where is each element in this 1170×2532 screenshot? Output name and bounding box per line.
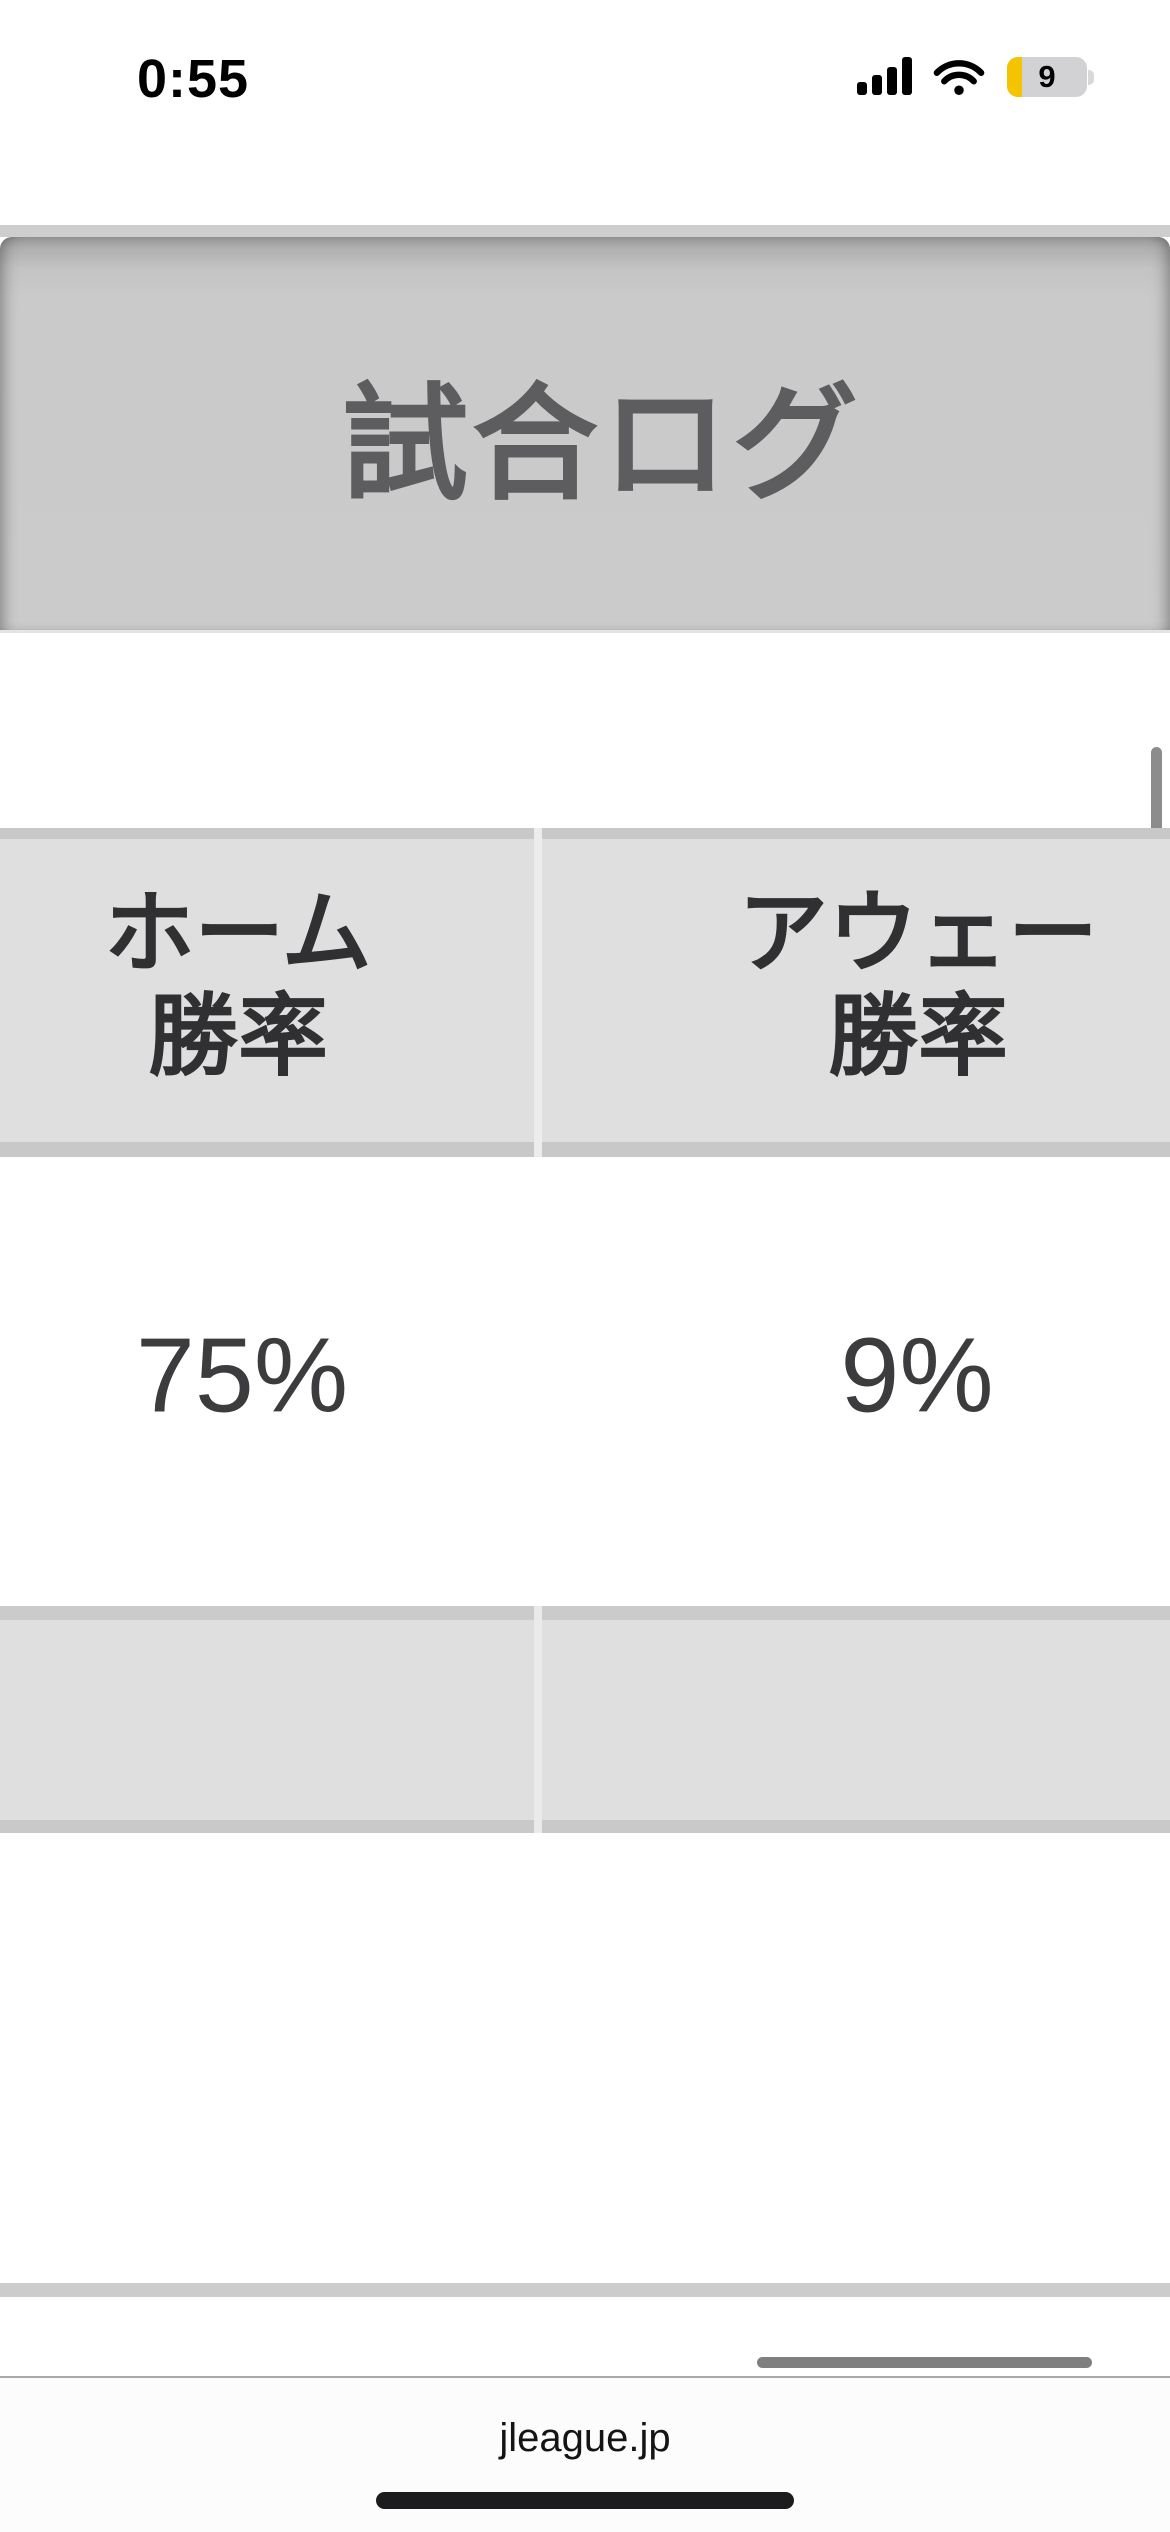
cell-divider bbox=[534, 828, 542, 1157]
url-bar-domain[interactable]: jleague.jp bbox=[499, 2416, 671, 2460]
title-band-top-strip bbox=[0, 225, 1170, 237]
table-empty-cell bbox=[542, 1606, 1170, 1833]
status-time: 0:55 bbox=[137, 49, 250, 109]
signal-bar bbox=[872, 75, 882, 95]
cellular-signal-icon bbox=[857, 57, 913, 95]
away-win-rate-value: 9% bbox=[840, 1316, 994, 1435]
table-section-top-border bbox=[0, 2283, 1170, 2297]
vertical-scrollbar[interactable] bbox=[1151, 747, 1162, 855]
table-empty-cell bbox=[0, 1606, 534, 1833]
header-line: アウェー bbox=[738, 884, 1098, 984]
header-line: ホーム bbox=[104, 884, 372, 984]
home-indicator[interactable] bbox=[376, 2492, 794, 2509]
table-empty-row bbox=[0, 1606, 1170, 1833]
battery-icon: 9 bbox=[1007, 57, 1095, 97]
away-win-rate-header: アウェー 勝率 bbox=[738, 883, 1098, 1089]
header-line: 勝率 bbox=[828, 987, 1008, 1087]
home-win-rate-value: 75% bbox=[135, 1316, 349, 1435]
horizontal-scrollbar[interactable] bbox=[757, 2357, 1092, 2368]
table-header-cell-home bbox=[0, 828, 534, 1157]
cell-divider bbox=[534, 1606, 542, 1833]
battery-fill-low-power bbox=[1007, 57, 1022, 97]
header-line: 勝率 bbox=[148, 987, 328, 1087]
signal-bar bbox=[887, 67, 897, 95]
home-win-rate-header: ホーム 勝率 bbox=[104, 883, 371, 1089]
table-header-row bbox=[0, 828, 1170, 1157]
wifi-icon bbox=[933, 60, 985, 95]
table-header-cell-away bbox=[542, 828, 1170, 1157]
page-title: 試合ログ bbox=[0, 237, 1170, 633]
battery-percent-label: 9 bbox=[1038, 59, 1056, 94]
signal-bar bbox=[857, 82, 867, 95]
battery-body: 9 bbox=[1007, 57, 1087, 97]
signal-bar bbox=[902, 57, 912, 95]
battery-cap bbox=[1088, 70, 1094, 85]
